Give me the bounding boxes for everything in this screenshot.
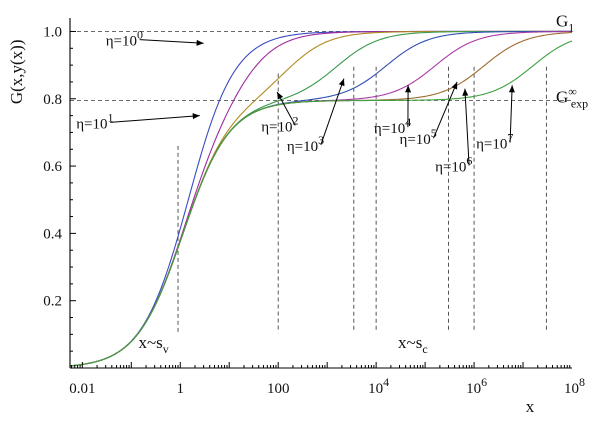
series-line-1 xyxy=(70,31,572,365)
x-axis-label: x xyxy=(526,397,535,416)
series-label-8: η=107 xyxy=(476,131,513,153)
x-tick-label-6: 108 xyxy=(564,375,585,397)
series-label-4: η=103 xyxy=(287,133,324,155)
series-line-5 xyxy=(70,31,572,365)
annotation-1: x~sv xyxy=(138,333,168,356)
x-tick-label-1: 0.01 xyxy=(69,381,95,397)
series-line-3 xyxy=(70,31,572,365)
series-line-2 xyxy=(70,31,572,365)
x-tick-label-4: 104 xyxy=(368,375,389,397)
x-tick-label-3: 100 xyxy=(267,381,290,397)
series-arrowhead-4 xyxy=(339,79,345,87)
series-label-7: η=106 xyxy=(435,153,472,175)
series-arrowhead-7 xyxy=(462,89,468,96)
y-tick-label-1: 0.2 xyxy=(43,294,62,310)
series-line-4 xyxy=(70,31,572,365)
y-tick-label-3: 0.6 xyxy=(43,159,62,175)
series-label-2: η=101 xyxy=(76,110,113,132)
annotation-2: x~sc xyxy=(398,333,428,356)
series-arrow-1 xyxy=(140,40,204,44)
x-tick-label-5: 106 xyxy=(466,375,487,397)
series-arrowhead-8 xyxy=(509,85,515,92)
x-tick-label-2: 1 xyxy=(177,381,185,397)
series-arrowhead-2 xyxy=(193,113,200,119)
series-line-8 xyxy=(70,41,572,366)
series-label-1: η=100 xyxy=(106,28,143,50)
series-label-3: η=102 xyxy=(261,113,298,135)
series-arrow-4 xyxy=(321,79,344,145)
reference-label-2: G∞exp xyxy=(556,84,588,110)
y-tick-label-2: 0.4 xyxy=(43,226,62,242)
series-line-6 xyxy=(70,32,572,366)
series-line-7 xyxy=(70,33,572,366)
series-arrowhead-1 xyxy=(196,40,203,46)
y-axis-label: G(x,y(x)) xyxy=(7,40,26,105)
y-tick-label-4: 0.8 xyxy=(43,92,62,108)
y-tick-label-5: 1.0 xyxy=(43,24,62,40)
series-arrow-2 xyxy=(110,116,200,123)
